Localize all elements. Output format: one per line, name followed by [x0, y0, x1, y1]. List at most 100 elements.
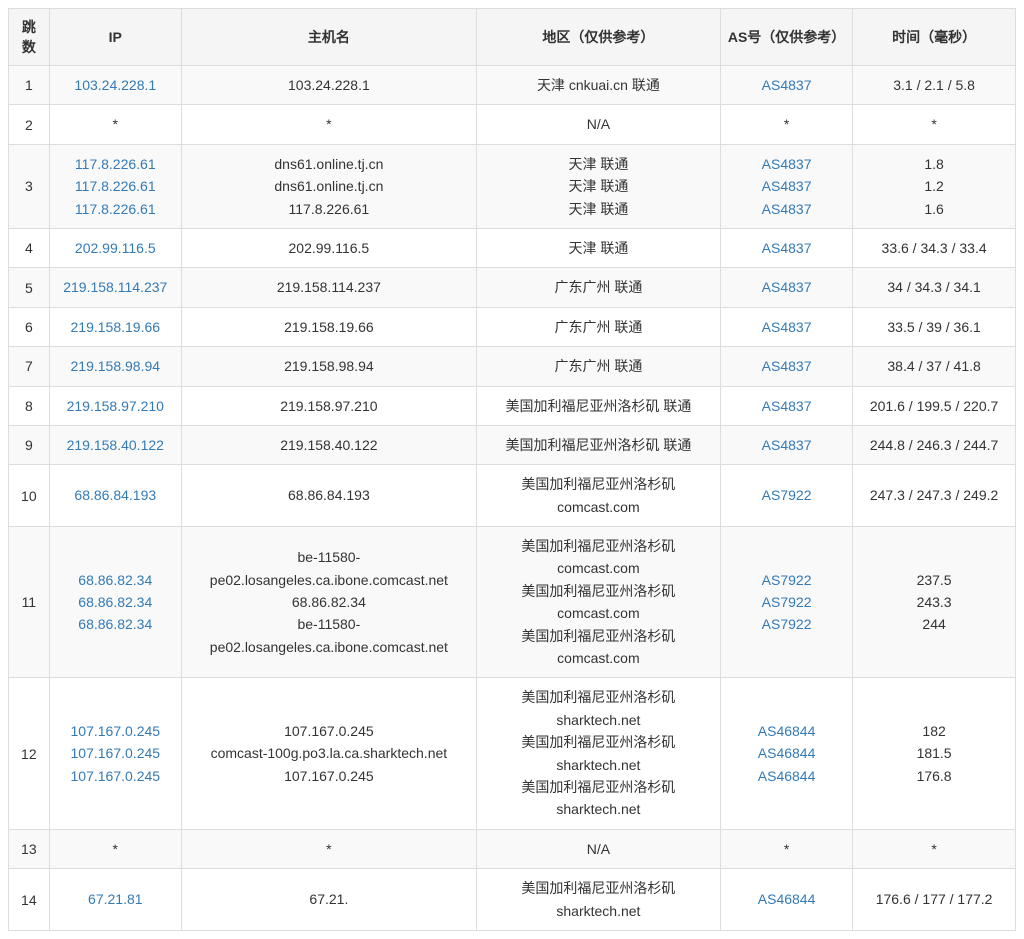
- cell-hop: 8: [9, 386, 50, 425]
- cell-hostname: 103.24.228.1: [181, 66, 476, 105]
- table-row: 9219.158.40.122219.158.40.122美国加利福尼亚州洛杉矶…: [9, 425, 1016, 464]
- cell-ip: 202.99.116.5: [49, 228, 181, 267]
- table-row: 4202.99.116.5202.99.116.5天津 联通AS483733.6…: [9, 228, 1016, 267]
- cell-time: 247.3 / 247.3 / 249.2: [853, 465, 1016, 527]
- cell-region: N/A: [476, 105, 720, 144]
- cell-hostname: 202.99.116.5: [181, 228, 476, 267]
- cell-as: AS4837: [720, 347, 852, 386]
- as-link[interactable]: AS4837: [727, 395, 846, 417]
- cell-region: 天津 联通: [476, 228, 720, 267]
- as-link[interactable]: AS7922: [727, 591, 846, 613]
- as-link[interactable]: AS4837: [727, 316, 846, 338]
- ip-link[interactable]: 219.158.97.210: [56, 395, 175, 417]
- time-text: 38.4 / 37 / 41.8: [859, 355, 1009, 377]
- header-hostname: 主机名: [181, 9, 476, 66]
- as-link[interactable]: AS4837: [727, 175, 846, 197]
- ip-link[interactable]: 107.167.0.245: [56, 742, 175, 764]
- hostname-text: 117.8.226.61: [188, 198, 470, 220]
- time-text: 33.5 / 39 / 36.1: [859, 316, 1009, 338]
- cell-as: AS4837: [720, 386, 852, 425]
- as-link[interactable]: AS4837: [727, 237, 846, 259]
- ip-text: *: [56, 838, 175, 860]
- as-link[interactable]: AS4837: [727, 153, 846, 175]
- cell-as: *: [720, 829, 852, 868]
- table-row: 1168.86.82.3468.86.82.3468.86.82.34be-11…: [9, 527, 1016, 678]
- hostname-text: 68.86.84.193: [188, 484, 470, 506]
- hostname-text: *: [188, 838, 470, 860]
- as-text: *: [727, 113, 846, 135]
- table-row: 5219.158.114.237219.158.114.237广东广州 联通AS…: [9, 268, 1016, 307]
- cell-as: AS4837: [720, 66, 852, 105]
- cell-ip: 68.86.82.3468.86.82.3468.86.82.34: [49, 527, 181, 678]
- as-link[interactable]: AS7922: [727, 569, 846, 591]
- time-text: 201.6 / 199.5 / 220.7: [859, 395, 1009, 417]
- region-text: N/A: [483, 113, 714, 135]
- hostname-text: comcast-100g.po3.la.ca.sharktech.net: [188, 742, 470, 764]
- ip-link[interactable]: 68.86.82.34: [56, 591, 175, 613]
- region-text: 美国加利福尼亚州洛杉矶 联通: [483, 434, 714, 456]
- as-link[interactable]: AS4837: [727, 355, 846, 377]
- cell-hostname: 219.158.40.122: [181, 425, 476, 464]
- ip-link[interactable]: 68.86.82.34: [56, 569, 175, 591]
- cell-ip: 68.86.84.193: [49, 465, 181, 527]
- as-link[interactable]: AS4837: [727, 198, 846, 220]
- table-row: 1467.21.8167.21.美国加利福尼亚州洛杉矶 sharktech.ne…: [9, 869, 1016, 931]
- header-ip: IP: [49, 9, 181, 66]
- as-link[interactable]: AS46844: [727, 765, 846, 787]
- cell-hop: 11: [9, 527, 50, 678]
- ip-link[interactable]: 117.8.226.61: [56, 153, 175, 175]
- ip-link[interactable]: 219.158.114.237: [56, 276, 175, 298]
- as-link[interactable]: AS7922: [727, 613, 846, 635]
- cell-hop: 13: [9, 829, 50, 868]
- ip-link[interactable]: 117.8.226.61: [56, 175, 175, 197]
- region-text: 天津 cnkuai.cn 联通: [483, 74, 714, 96]
- region-text: 美国加利福尼亚州洛杉矶 sharktech.net: [483, 731, 714, 776]
- cell-hop: 10: [9, 465, 50, 527]
- time-text: 33.6 / 34.3 / 33.4: [859, 237, 1009, 259]
- cell-time: 244.8 / 246.3 / 244.7: [853, 425, 1016, 464]
- time-text: 181.5: [859, 742, 1009, 764]
- cell-hostname: 68.86.84.193: [181, 465, 476, 527]
- cell-region: 天津 联通天津 联通天津 联通: [476, 144, 720, 228]
- hostname-text: 103.24.228.1: [188, 74, 470, 96]
- as-link[interactable]: AS46844: [727, 720, 846, 742]
- cell-ip: *: [49, 105, 181, 144]
- cell-hostname: be-11580-pe02.losangeles.ca.ibone.comcas…: [181, 527, 476, 678]
- ip-link[interactable]: 219.158.98.94: [56, 355, 175, 377]
- time-text: *: [859, 838, 1009, 860]
- as-link[interactable]: AS46844: [727, 742, 846, 764]
- ip-link[interactable]: 117.8.226.61: [56, 198, 175, 220]
- traceroute-table: 跳数 IP 主机名 地区（仅供参考） AS号（仅供参考） 时间（毫秒） 1103…: [8, 8, 1016, 931]
- as-link[interactable]: AS4837: [727, 74, 846, 96]
- ip-link[interactable]: 107.167.0.245: [56, 765, 175, 787]
- time-text: 237.5: [859, 569, 1009, 591]
- cell-hop: 14: [9, 869, 50, 931]
- ip-link[interactable]: 219.158.19.66: [56, 316, 175, 338]
- region-text: 美国加利福尼亚州洛杉矶 comcast.com: [483, 535, 714, 580]
- region-text: 美国加利福尼亚州洛杉矶 sharktech.net: [483, 776, 714, 821]
- as-link[interactable]: AS4837: [727, 434, 846, 456]
- region-text: 广东广州 联通: [483, 276, 714, 298]
- as-link[interactable]: AS7922: [727, 484, 846, 506]
- ip-link[interactable]: 103.24.228.1: [56, 74, 175, 96]
- cell-region: 美国加利福尼亚州洛杉矶 联通: [476, 425, 720, 464]
- ip-link[interactable]: 107.167.0.245: [56, 720, 175, 742]
- cell-ip: 103.24.228.1: [49, 66, 181, 105]
- ip-link[interactable]: 68.86.82.34: [56, 613, 175, 635]
- time-text: 176.8: [859, 765, 1009, 787]
- cell-hop: 7: [9, 347, 50, 386]
- cell-ip: 219.158.114.237: [49, 268, 181, 307]
- region-text: 美国加利福尼亚州洛杉矶 comcast.com: [483, 473, 714, 518]
- as-link[interactable]: AS46844: [727, 888, 846, 910]
- region-text: 天津 联通: [483, 198, 714, 220]
- table-row: 1103.24.228.1103.24.228.1天津 cnkuai.cn 联通…: [9, 66, 1016, 105]
- hostname-text: 202.99.116.5: [188, 237, 470, 259]
- as-link[interactable]: AS4837: [727, 276, 846, 298]
- time-text: 34 / 34.3 / 34.1: [859, 276, 1009, 298]
- ip-text: *: [56, 113, 175, 135]
- cell-time: 1.81.21.6: [853, 144, 1016, 228]
- ip-link[interactable]: 219.158.40.122: [56, 434, 175, 456]
- ip-link[interactable]: 202.99.116.5: [56, 237, 175, 259]
- ip-link[interactable]: 67.21.81: [56, 888, 175, 910]
- ip-link[interactable]: 68.86.84.193: [56, 484, 175, 506]
